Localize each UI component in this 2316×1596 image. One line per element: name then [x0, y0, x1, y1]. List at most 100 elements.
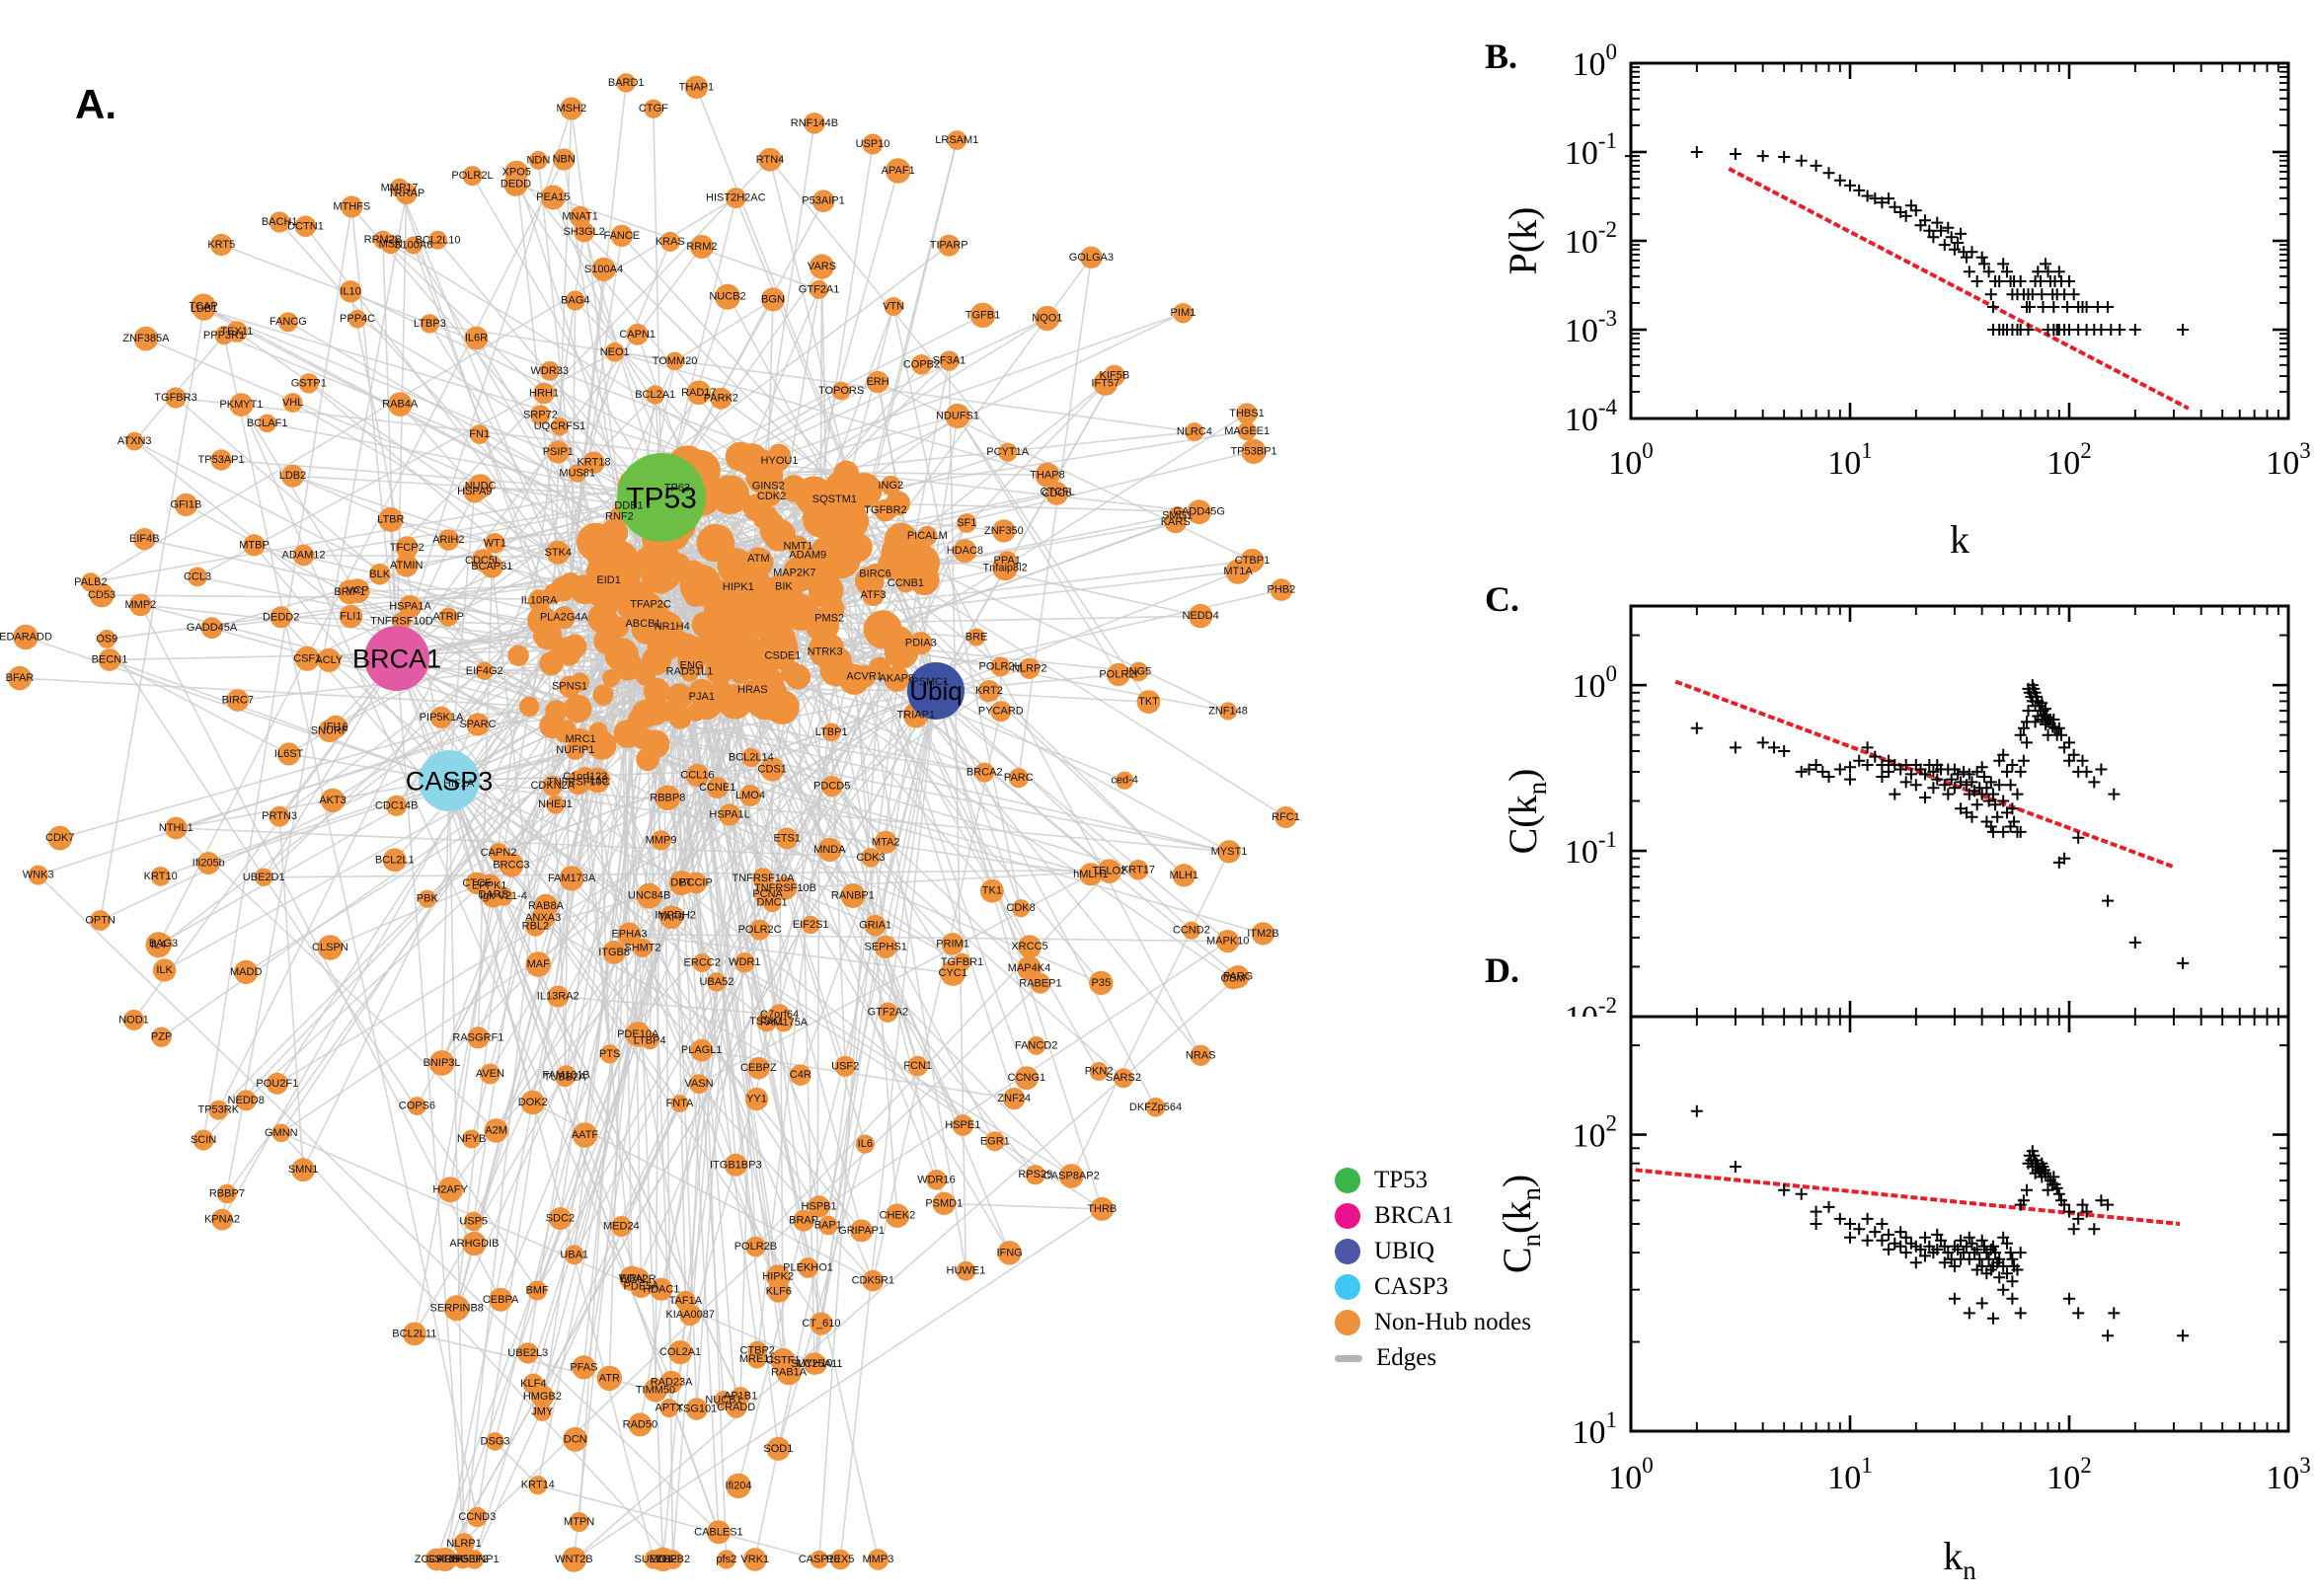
x-axis-label: kn — [1943, 1534, 1976, 1585]
legend-label: TP53 — [1374, 1167, 1428, 1194]
network-node-label: SRP72 — [523, 409, 558, 420]
network-node-label: DPT — [670, 877, 692, 889]
network-node-label: AKT3 — [319, 795, 347, 806]
hub-label-casp3: CASP3 — [406, 766, 494, 796]
network-node-label: BCL2L14 — [729, 752, 774, 764]
network-node-label: IL13RA2 — [537, 991, 579, 1003]
scatter-points — [1691, 679, 2189, 969]
network-node-label: SEPHS1 — [864, 941, 906, 952]
network-node-label: PRTN3 — [262, 810, 297, 822]
network-node-label: IL4 — [151, 939, 166, 950]
network-node-label: KLF6 — [766, 1285, 792, 1297]
plot-ticks — [1631, 1017, 2288, 1431]
network-node-label: HSPA1L — [709, 809, 749, 821]
network-node-label: ZNF148 — [1208, 706, 1248, 718]
network-node-label: PDIA3 — [905, 638, 937, 649]
network-node-label: EID1 — [596, 574, 620, 586]
network-node-label: NUCB2 — [709, 291, 745, 303]
network-node-label: SCIN — [191, 1134, 216, 1146]
network-node-label: BCL2A1 — [635, 389, 675, 401]
tick-label: 100 — [1608, 438, 1654, 482]
network-node-label: PYCARD — [978, 706, 1024, 718]
network-node-label: TGFB2 — [656, 1554, 690, 1565]
network-node — [593, 685, 614, 706]
network-node-label: GTF2A1 — [799, 283, 840, 295]
network-node-label: NDUFS1 — [936, 411, 979, 422]
network-node-label: HSPB1 — [802, 1200, 837, 1212]
network-node — [668, 554, 690, 575]
network-node — [758, 600, 791, 633]
network-node-label: COL2A1 — [659, 1346, 701, 1358]
network-node-label: GFI1B — [171, 498, 202, 510]
network-node-label: DKFZp564 — [1129, 1102, 1182, 1113]
network-node-label: SPARC — [459, 719, 496, 730]
network-node-label: RBBP7 — [209, 1188, 245, 1200]
network-node-label: OPTN — [85, 915, 116, 927]
network-node-label: ATRIP — [432, 611, 464, 623]
network-node-label: CEBPA — [483, 1294, 519, 1306]
network-node-label: APAF1 — [882, 165, 915, 177]
edges-line-swatch — [1335, 1355, 1362, 1362]
network-node-label: LTBP3 — [414, 318, 446, 330]
network-node-label: PRIM1 — [936, 938, 969, 950]
network-node-label: HSPA1A — [389, 601, 431, 613]
network-node-label: TGFBR2 — [864, 504, 906, 516]
network-node-label: RABEP1 — [1019, 977, 1061, 989]
network-node-label: EDARADD — [0, 632, 52, 644]
network-edge — [264, 658, 397, 877]
network-node-label: GRIPAP1 — [838, 1225, 885, 1237]
network-node-label: MTHFS — [333, 201, 370, 213]
network-node-label: PKN2 — [1085, 1066, 1114, 1078]
network-node-label: CAPN1 — [619, 329, 656, 341]
tick-label: 101 — [1827, 1453, 1873, 1496]
network-node-label: MMP2 — [125, 599, 157, 611]
network-node-label: PKMYT1 — [219, 399, 263, 411]
network-node-label: UBA1 — [560, 1249, 588, 1260]
network-node-label: RFC1 — [1272, 811, 1300, 823]
network-node-label: ABCB1 — [625, 618, 660, 630]
network-node-label: C4R — [790, 1069, 811, 1081]
network-node-label: ING2 — [878, 480, 903, 492]
network-node-label: JMY — [531, 1406, 554, 1418]
network-node-label: CDS1 — [758, 763, 787, 775]
network-node-label: LTBP4 — [634, 1034, 666, 1046]
network-node-label: HRH1 — [529, 387, 559, 399]
network-node-label: Ifi204 — [726, 1480, 752, 1491]
network-node-label: CLSPN — [312, 942, 348, 953]
network-edge — [1019, 258, 1092, 778]
network-node-label: MRC1 — [566, 733, 596, 745]
network-node-label: TOMM20 — [653, 355, 698, 367]
network-node-label: NHEJ1 — [538, 798, 573, 810]
network-node-label: pfs2 — [716, 1554, 736, 1565]
network-node-label: BCL2L10 — [416, 234, 461, 246]
network-node-label: ARIH2 — [432, 534, 464, 546]
plot-frame — [1631, 1017, 2288, 1431]
network-node-label: MT1A — [1223, 566, 1253, 577]
x-axis-label: k — [1950, 517, 1969, 562]
network-node-label: MAF — [527, 958, 551, 970]
network-node-label: RASGRF1 — [452, 1031, 503, 1043]
network-node-label: RAD50 — [623, 1418, 657, 1430]
tick-label: 100 — [1573, 39, 1618, 83]
network-node-label: FLI1 — [340, 611, 361, 623]
network-node-label: MSN — [379, 239, 404, 251]
network-node — [507, 646, 528, 666]
network-node-label: CSF1 — [293, 652, 321, 664]
network-node-label: ITGB1BP3 — [710, 1159, 762, 1171]
network-node-label: S100A4 — [584, 264, 623, 275]
network-node-label: NTHL1 — [159, 822, 193, 834]
network-node-label: LDB2 — [279, 470, 307, 482]
network-node-label: THRB — [1087, 1203, 1117, 1215]
network-node — [710, 475, 749, 514]
legend-label: CASP3 — [1374, 1273, 1448, 1301]
network-edge — [224, 336, 477, 1517]
network-node-label: TIMM50 — [636, 1385, 675, 1397]
network-node-label: TFCP2 — [390, 542, 425, 554]
network-node-label: BCAP31 — [471, 561, 512, 572]
network-node-label: HMGB2 — [523, 1391, 562, 1403]
network-node-label: PLA2G4A — [540, 612, 589, 624]
network-node-label: BRAP — [789, 1215, 818, 1227]
network-node-label: HDAC8 — [947, 545, 983, 557]
